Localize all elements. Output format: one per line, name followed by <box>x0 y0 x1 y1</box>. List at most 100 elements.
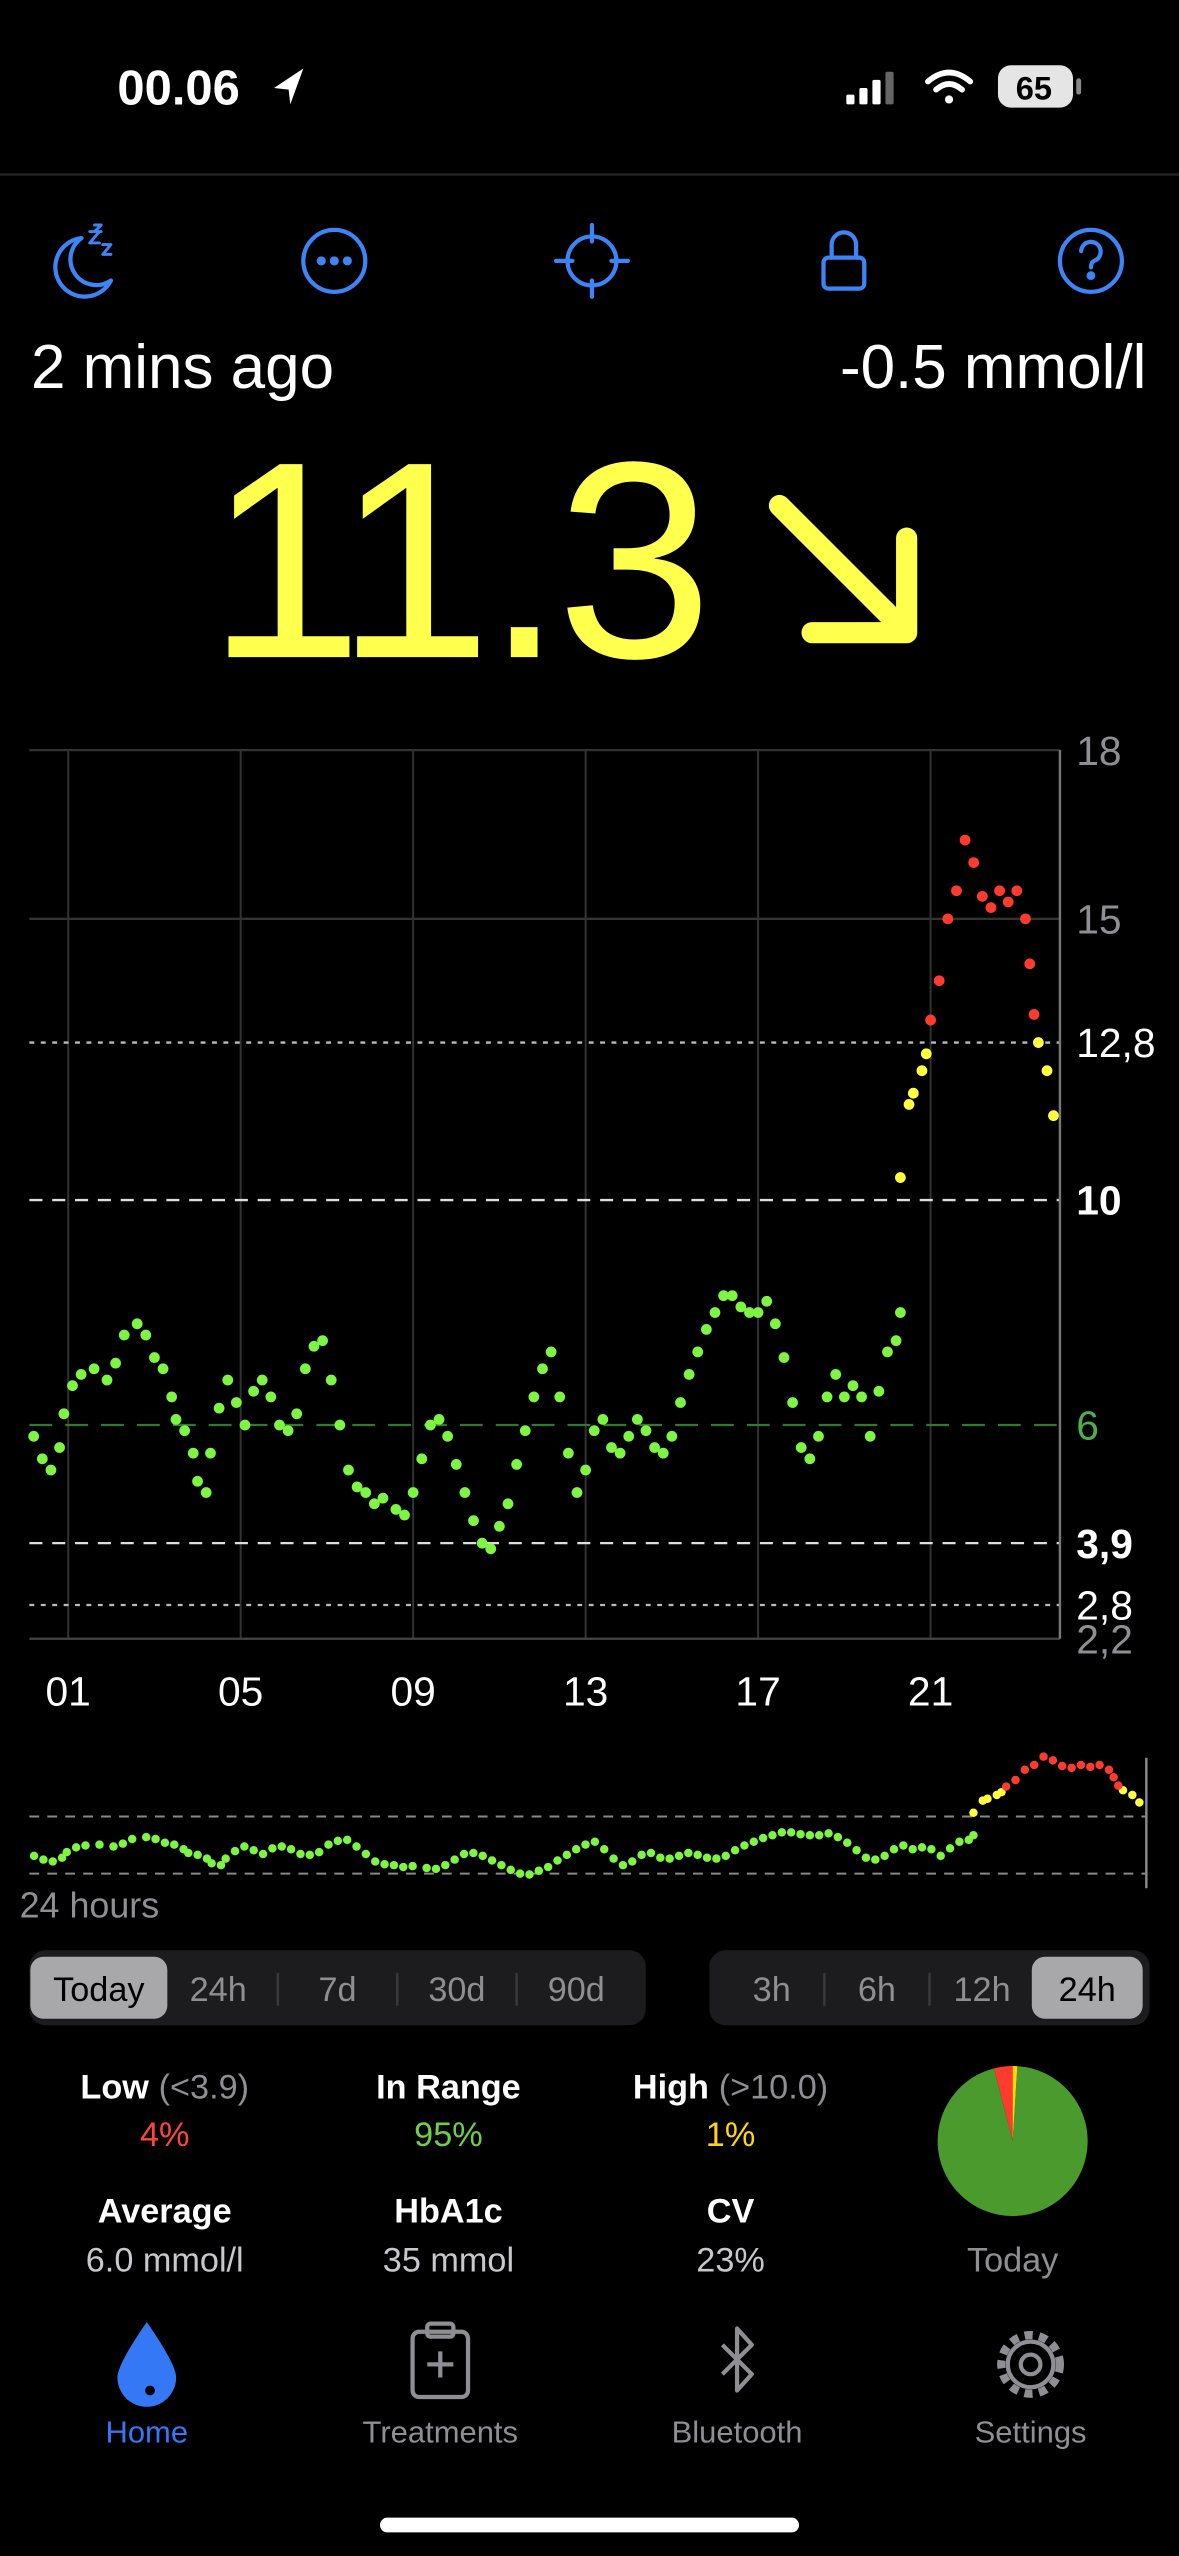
glucose-point <box>1002 896 1014 908</box>
glucose-point <box>1024 958 1036 970</box>
glucose-point <box>787 1397 798 1408</box>
overview-point <box>230 1846 240 1856</box>
segment-option[interactable]: 3h <box>753 1971 791 2009</box>
glucose-point <box>265 1391 277 1403</box>
target-button[interactable] <box>553 222 630 299</box>
glucose-point <box>903 1099 915 1110</box>
glucose-point <box>588 1425 600 1437</box>
overview-point <box>871 1855 880 1864</box>
tab-label[interactable]: Bluetooth <box>672 2415 803 2450</box>
more-button[interactable] <box>301 227 368 295</box>
segment-option[interactable]: 24h <box>1059 1971 1116 2009</box>
glucose-point <box>666 1430 678 1442</box>
overview-point <box>889 1845 899 1854</box>
glucose-point <box>537 1363 548 1375</box>
overview-point <box>160 1838 170 1847</box>
glucose-point <box>985 902 997 913</box>
summary-value: 23% <box>696 2241 765 2279</box>
glucose-point <box>58 1408 70 1420</box>
glucose-point <box>67 1380 78 1392</box>
overview-point <box>352 1842 361 1851</box>
overview-point <box>81 1841 90 1850</box>
overview-point <box>997 1787 1006 1797</box>
battery-level: 65 <box>1016 69 1052 106</box>
glucose-point <box>752 1307 764 1318</box>
overview-point <box>656 1853 665 1862</box>
overview-point <box>305 1850 315 1860</box>
glucose-point <box>864 1430 876 1442</box>
glucose-point <box>187 1447 199 1459</box>
glucose-point <box>1028 1009 1040 1020</box>
x-tick-label: 17 <box>735 1669 780 1715</box>
glucose-point <box>838 1391 850 1403</box>
glucose-point <box>494 1520 505 1532</box>
overview-point <box>1128 1790 1137 1800</box>
glucose-point <box>343 1464 354 1476</box>
help-button[interactable] <box>1057 227 1125 295</box>
overview-point <box>342 1835 352 1845</box>
clock: 00.06 <box>117 61 239 115</box>
home-icon-dot <box>145 2385 155 2396</box>
overview-point <box>141 1832 151 1842</box>
stat-name: High <box>633 2069 709 2107</box>
overview-point <box>983 1794 992 1803</box>
segment-option[interactable]: 90d <box>548 1971 605 2009</box>
glucose-point <box>200 1487 212 1498</box>
lock-button[interactable] <box>821 230 867 291</box>
overview-point <box>71 1843 81 1852</box>
tab-label[interactable]: Settings <box>975 2415 1087 2450</box>
glucose-point <box>476 1537 488 1549</box>
segment-option[interactable]: 7d <box>319 1971 357 2009</box>
overview-point <box>590 1837 600 1847</box>
glucose-point <box>1032 1037 1044 1048</box>
glucose-point <box>545 1346 557 1358</box>
segment-option[interactable]: 24h <box>190 1971 247 2009</box>
glucose-point <box>368 1498 380 1510</box>
glucose-point <box>213 1402 225 1414</box>
treatments-icon[interactable] <box>410 2321 471 2400</box>
snooze-button[interactable] <box>53 223 114 299</box>
segment-option[interactable]: 6h <box>858 1971 896 2009</box>
tab-label[interactable]: Home <box>105 2415 188 2450</box>
glucose-point <box>830 1369 842 1380</box>
stat-value: 4% <box>140 2116 189 2154</box>
glucose-point <box>205 1447 216 1459</box>
glucose-point <box>994 885 1005 897</box>
glucose-point <box>88 1363 100 1375</box>
settings-icon[interactable] <box>997 2330 1065 2398</box>
glucose-point <box>1048 1110 1059 1122</box>
overview-point <box>324 1840 333 1849</box>
glucose-point <box>744 1307 755 1318</box>
glucose-point <box>511 1459 523 1470</box>
segment-option[interactable]: 12h <box>954 1971 1011 2009</box>
overview-point <box>268 1844 277 1853</box>
segment-option[interactable]: Today <box>53 1971 145 2009</box>
glucose-point <box>230 1397 242 1408</box>
signal-icon <box>846 71 894 105</box>
glucose-reading: 11.3 <box>207 404 706 717</box>
overview-label: 24 hours <box>20 1886 160 1926</box>
overview-point <box>955 1837 964 1847</box>
overview-point <box>571 1845 581 1854</box>
overview-point <box>286 1845 296 1854</box>
overview-point <box>796 1830 805 1839</box>
stat-label: High (>10.0) <box>633 2069 828 2107</box>
overview-point <box>581 1840 590 1849</box>
summary-label: HbA1c <box>394 2193 502 2231</box>
overview-point <box>702 1853 712 1862</box>
overview-point <box>277 1842 286 1851</box>
overview-point <box>1067 1763 1076 1773</box>
overview-point <box>824 1829 833 1838</box>
tab-label[interactable]: Treatments <box>363 2415 518 2450</box>
reading-delta: -0.5 mmol/l <box>840 333 1146 402</box>
overview-point <box>814 1830 824 1840</box>
glucose-point <box>614 1447 626 1459</box>
segment-option[interactable]: 30d <box>428 1971 485 2009</box>
glucose-point <box>36 1453 48 1465</box>
overview-point <box>240 1842 249 1851</box>
stat-value: 95% <box>414 2116 483 2154</box>
bluetooth-icon[interactable] <box>720 2326 754 2393</box>
home-icon[interactable] <box>117 2322 177 2407</box>
glucose-point <box>847 1380 859 1392</box>
